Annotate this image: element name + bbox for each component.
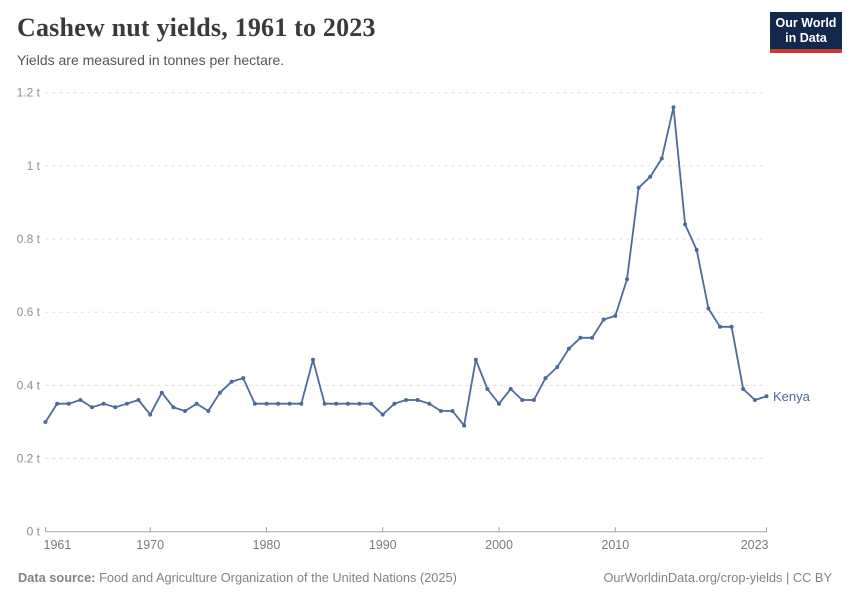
data-point[interactable]: [334, 401, 339, 406]
data-point[interactable]: [741, 387, 746, 391]
data-point[interactable]: [578, 335, 583, 340]
data-point[interactable]: [566, 346, 571, 351]
data-point[interactable]: [508, 387, 513, 391]
data-point[interactable]: [625, 277, 629, 282]
data-point[interactable]: [659, 156, 664, 161]
data-point[interactable]: [66, 401, 71, 406]
data-point[interactable]: [159, 390, 164, 395]
owid-url-text: OurWorldinData.org/crop-yields | CC BY: [603, 570, 832, 585]
data-point[interactable]: [380, 412, 385, 417]
data-point[interactable]: [764, 394, 769, 399]
data-point[interactable]: [404, 398, 408, 402]
data-point[interactable]: [555, 365, 560, 370]
data-point[interactable]: [613, 313, 618, 318]
data-point[interactable]: [485, 387, 490, 391]
data-point[interactable]: [683, 222, 688, 227]
x-tick-label: 1961: [44, 538, 72, 552]
data-point[interactable]: [636, 185, 641, 190]
data-point[interactable]: [718, 324, 722, 329]
x-tick-label: 2000: [485, 538, 513, 552]
data-point[interactable]: [438, 409, 443, 413]
data-point[interactable]: [752, 398, 757, 402]
series-line-kenya[interactable]: [44, 106, 768, 427]
x-tick-label: 2023: [741, 538, 769, 552]
data-point[interactable]: [345, 401, 350, 406]
data-point[interactable]: [101, 401, 106, 406]
data-point[interactable]: [706, 306, 711, 311]
data-point[interactable]: [136, 398, 141, 402]
data-point[interactable]: [217, 390, 222, 395]
data-point[interactable]: [194, 401, 199, 406]
data-point[interactable]: [415, 398, 420, 402]
data-point[interactable]: [357, 401, 362, 406]
chart-subtitle: Yields are measured in tonnes per hectar…: [17, 52, 285, 68]
data-point[interactable]: [43, 420, 48, 424]
x-tick-label: 1990: [369, 538, 397, 552]
y-tick-label: 0.4 t: [17, 378, 41, 392]
y-tick-label: 0.8 t: [17, 232, 41, 246]
data-point[interactable]: [462, 423, 467, 428]
y-tick-label: 1.2 t: [17, 86, 41, 100]
data-point[interactable]: [671, 105, 676, 110]
data-point[interactable]: [287, 401, 292, 406]
data-point[interactable]: [55, 401, 60, 406]
series-end-label: Kenya: [773, 389, 811, 404]
owid-logo-line1: Our World: [775, 16, 837, 30]
x-tick-label: 1980: [253, 538, 281, 552]
data-point[interactable]: [648, 174, 653, 179]
data-point[interactable]: [450, 409, 455, 413]
data-point[interactable]: [148, 412, 153, 417]
y-tick-label: 0.2 t: [17, 452, 41, 466]
data-point[interactable]: [113, 405, 118, 410]
data-point[interactable]: [124, 401, 129, 406]
x-tick-label: 2010: [601, 538, 629, 552]
data-point[interactable]: [311, 357, 315, 362]
data-point[interactable]: [322, 401, 327, 406]
data-point[interactable]: [252, 401, 257, 406]
y-tick-label: 0 t: [27, 525, 41, 539]
data-point[interactable]: [229, 379, 234, 384]
data-point[interactable]: [206, 409, 211, 413]
data-point[interactable]: [264, 401, 269, 406]
data-point[interactable]: [369, 401, 374, 406]
owid-logo-line2: in Data: [785, 31, 827, 45]
x-tick-label: 1970: [136, 538, 164, 552]
data-point[interactable]: [473, 357, 478, 362]
page-title: Cashew nut yields, 1961 to 2023: [17, 13, 376, 42]
data-point[interactable]: [171, 405, 176, 410]
data-point[interactable]: [531, 398, 536, 402]
owid-logo[interactable]: Our World in Data: [770, 12, 842, 53]
y-tick-label: 0.6 t: [17, 305, 41, 319]
data-source-label: Data source:: [18, 570, 96, 585]
data-point[interactable]: [299, 401, 304, 406]
data-point[interactable]: [497, 401, 501, 406]
data-point[interactable]: [241, 376, 246, 381]
data-point[interactable]: [694, 248, 699, 252]
data-point[interactable]: [427, 401, 432, 406]
data-point[interactable]: [78, 398, 83, 402]
data-point[interactable]: [601, 317, 606, 322]
data-point[interactable]: [520, 398, 525, 402]
data-point[interactable]: [729, 324, 734, 329]
data-point[interactable]: [90, 405, 94, 410]
data-point[interactable]: [543, 376, 548, 381]
data-point[interactable]: [183, 409, 187, 413]
data-source-text: Data source: Food and Agriculture Organi…: [18, 570, 457, 585]
y-tick-label: 1 t: [27, 159, 41, 173]
data-point[interactable]: [392, 401, 397, 406]
data-point[interactable]: [276, 401, 281, 406]
chart-footer: Data source: Food and Agriculture Organi…: [18, 570, 832, 585]
data-point[interactable]: [590, 335, 595, 340]
